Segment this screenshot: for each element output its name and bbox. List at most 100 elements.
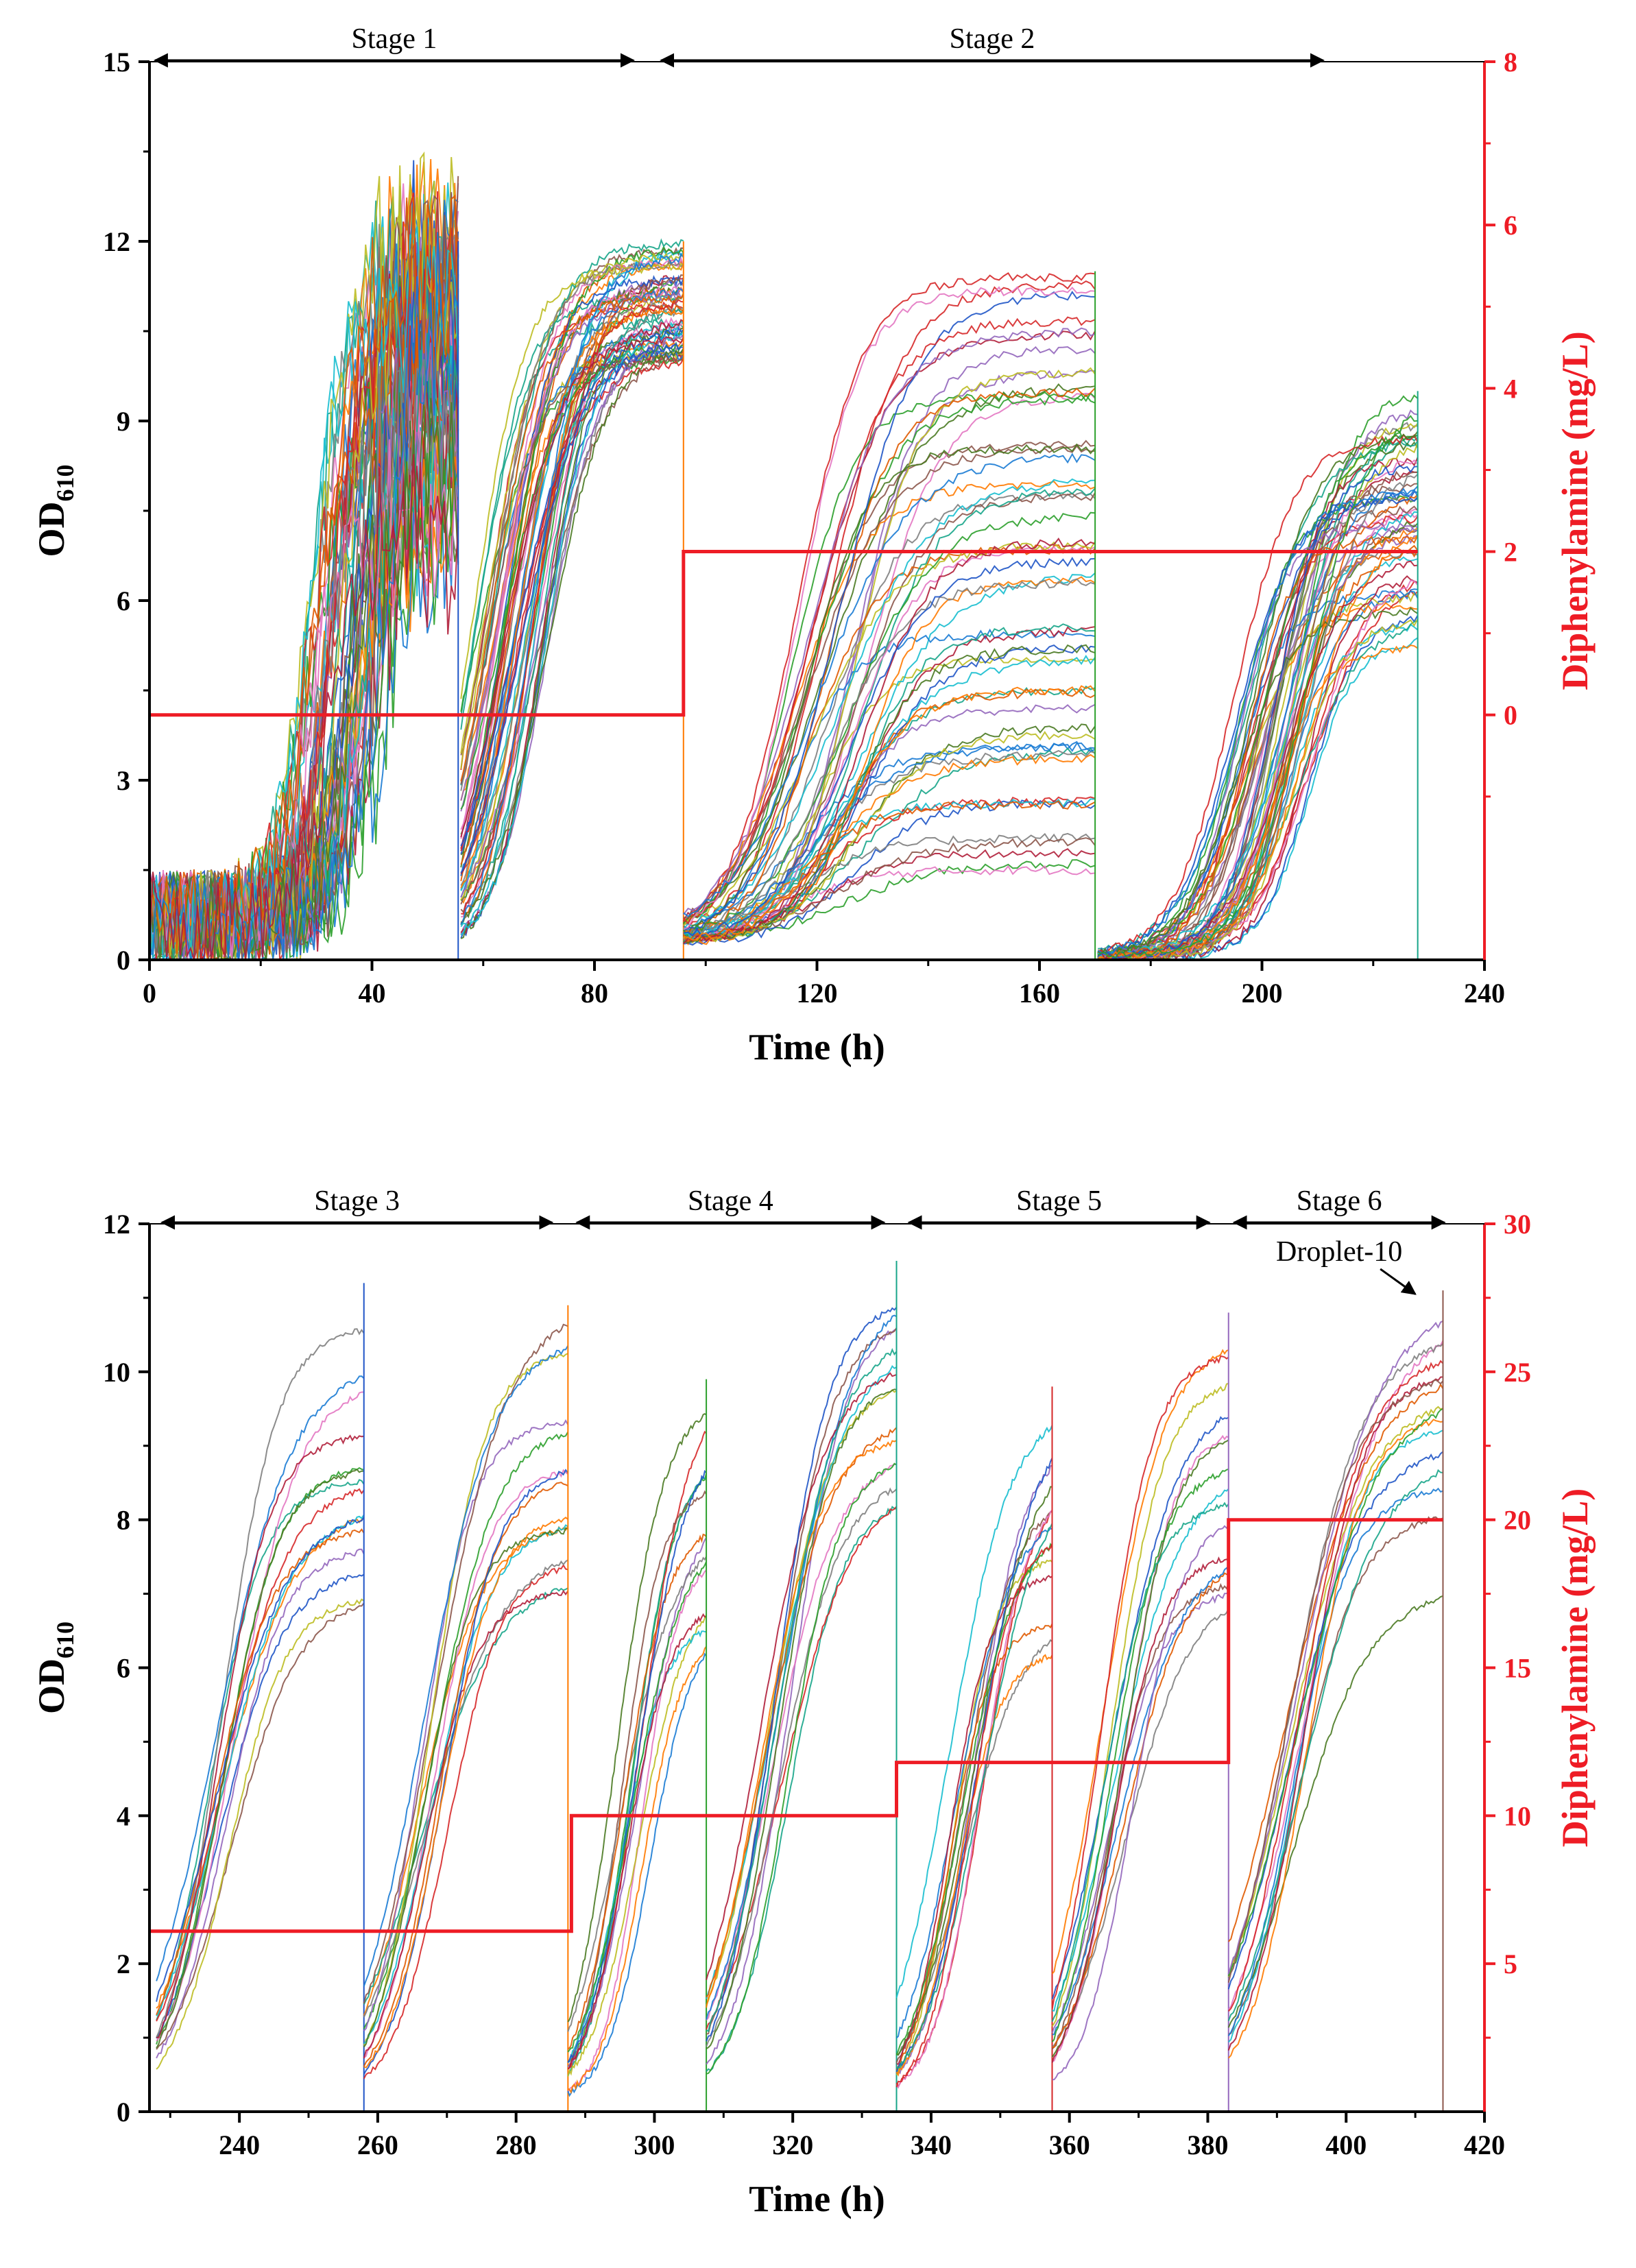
od-series-line (1227, 1595, 1443, 2028)
od-series-line (706, 1487, 898, 2047)
y2-tick-label: 8 (1504, 47, 1517, 77)
x-tick-label: 0 (143, 978, 156, 1009)
y-axis-title-subscript: 610 (51, 1621, 79, 1658)
y-tick-label: 0 (117, 945, 130, 976)
od-series-line (460, 245, 684, 835)
y-tick-label: 2 (117, 1949, 130, 1979)
x-tick-label: 380 (1187, 2130, 1228, 2160)
od-series-line (156, 1573, 365, 2039)
od-series-line (567, 1490, 707, 2063)
y-tick-label: 6 (117, 586, 130, 616)
od-series-line (149, 454, 459, 960)
od-series-line (460, 335, 684, 838)
od-series-line (567, 1556, 707, 2032)
od-series-line (460, 342, 684, 873)
y2-tick-label: 4 (1504, 373, 1517, 404)
od-series-line (460, 286, 684, 882)
od-series-line (567, 1613, 707, 2070)
x-axis-title: Time (h) (749, 2178, 885, 2219)
od-series-line (895, 1425, 1053, 1999)
annotation-arrow (1380, 1268, 1417, 1295)
y2-tick-label: 30 (1504, 1209, 1531, 1240)
od-series-line (460, 330, 684, 936)
od-series-line (1051, 1439, 1229, 2058)
od-series-line (683, 272, 1096, 923)
od-series-line (363, 1564, 568, 2079)
od-series-line (363, 1469, 569, 2075)
od-series-line (567, 1469, 707, 2063)
y2-tick-label: 0 (1504, 700, 1517, 731)
y-tick-label: 15 (103, 47, 130, 77)
od-series-line (683, 387, 1096, 935)
od-series-line (363, 1432, 569, 2029)
od-series-line (1052, 1567, 1229, 2036)
od-series-line (683, 316, 1096, 925)
od-series-line (363, 1587, 568, 2005)
od-series-line (149, 226, 459, 960)
od-series-line (895, 1527, 1053, 2039)
od-series-line (683, 685, 1096, 941)
x-tick-label: 40 (359, 978, 386, 1009)
od-series-line (683, 541, 1096, 927)
x-tick-label: 260 (357, 2130, 398, 2160)
y-tick-label: 0 (117, 2097, 130, 2127)
x-tick-label: 200 (1242, 978, 1283, 1009)
od-series-line (1227, 1360, 1444, 2012)
od-series-line (706, 1463, 897, 2021)
od-series-line (895, 1509, 1053, 2089)
od-series-line (1097, 607, 1419, 958)
stage-label: Stage 5 (1016, 1185, 1102, 1217)
od-series-line (567, 1645, 707, 2095)
od-series-line (683, 478, 1096, 930)
od-series-line (683, 742, 1096, 937)
od-series-line (682, 623, 1096, 945)
od-series-line (156, 1528, 365, 2016)
od-series-line (706, 1388, 898, 2006)
od-series-line (1097, 442, 1419, 959)
od-series-line (683, 628, 1096, 932)
od-series-line (1097, 618, 1419, 960)
od-series-line (460, 336, 684, 926)
od-series-line (683, 578, 1096, 939)
od-series-line (683, 557, 1096, 937)
stage-label: Stage 3 (314, 1185, 400, 1217)
x-tick-label: 320 (772, 2130, 813, 2160)
od-series-line (1097, 615, 1419, 960)
od-series-line (683, 731, 1096, 943)
x-tick-label: 80 (581, 978, 608, 1009)
od-series-line (1097, 495, 1419, 958)
od-series-line (1227, 1419, 1443, 2059)
od-series-line (460, 252, 684, 754)
y-axis-title-main: OD (31, 1658, 72, 1714)
od-series-line (1097, 485, 1419, 960)
x-tick-label: 160 (1019, 978, 1060, 1009)
x-tick-label: 360 (1049, 2130, 1090, 2160)
od-series-line (156, 1598, 365, 2070)
stage-label: Stage 1 (352, 23, 437, 55)
od-series-line (1227, 1376, 1443, 2051)
od-series-line (1051, 1416, 1229, 2000)
x-tick-label: 300 (634, 2130, 675, 2160)
od-series-line (568, 1430, 707, 2069)
y2-tick-label: 25 (1504, 1357, 1531, 1388)
od-series-line (706, 1314, 897, 2020)
y2-tick-label: 6 (1504, 210, 1517, 241)
od-series-line (149, 194, 459, 960)
od-series-line (895, 1623, 1053, 2071)
y-tick-label: 9 (117, 406, 130, 437)
od-series-line (1097, 575, 1419, 960)
od-series-line (567, 1614, 708, 2077)
od-series-line (567, 1412, 707, 2023)
od-series-line (460, 303, 684, 924)
od-series-line (683, 481, 1096, 921)
od-series-line (895, 1543, 1053, 2088)
od-series-line (895, 1542, 1053, 2056)
y2-tick-label: 15 (1504, 1653, 1531, 1684)
od-series-line (363, 1323, 568, 2004)
od-series-line (363, 1559, 568, 2018)
od-series-line (156, 1602, 365, 2050)
y2-tick-label: 10 (1504, 1800, 1531, 1831)
y2-axis-title: Diphenylamine (mg/L) (1554, 1488, 1596, 1848)
od-series-line (682, 644, 1096, 943)
